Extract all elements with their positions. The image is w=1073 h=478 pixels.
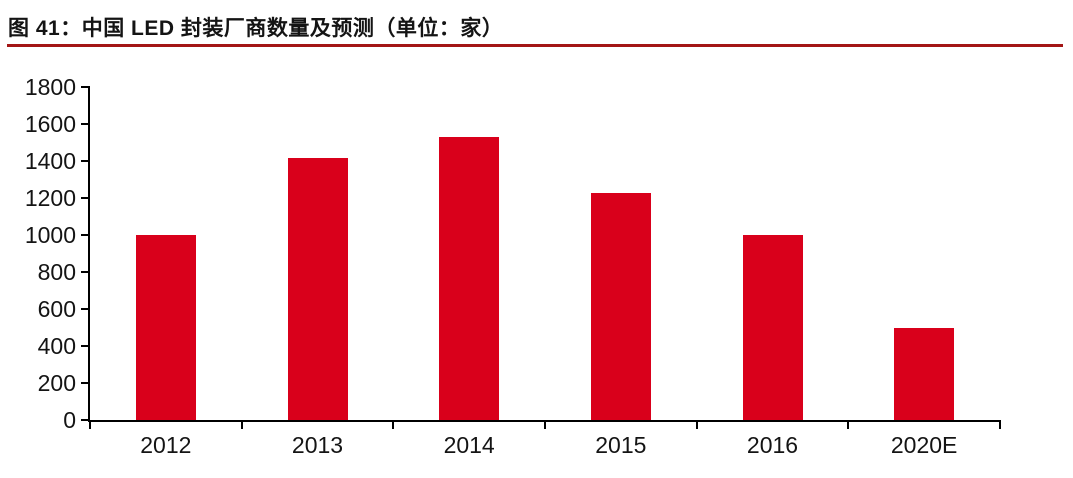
x-tick xyxy=(89,420,91,429)
x-axis-label: 2020E xyxy=(890,432,958,458)
y-tick-label: 600 xyxy=(37,296,76,322)
x-tick xyxy=(392,420,395,429)
y-axis-line xyxy=(88,87,90,422)
y-tick xyxy=(81,160,90,162)
x-tick xyxy=(999,420,1001,429)
y-tick xyxy=(81,382,90,384)
figure-title: 图 41：中国 LED 封装厂商数量及预测（单位：家） xyxy=(8,17,504,40)
x-tick xyxy=(847,420,850,429)
title-underline xyxy=(7,44,1063,47)
y-tick-label: 400 xyxy=(37,333,76,359)
bar-2015 xyxy=(590,193,651,420)
x-axis-label: 2016 xyxy=(746,432,799,458)
y-tick xyxy=(81,419,90,421)
bar-2013 xyxy=(287,158,348,420)
y-tick-label: 0 xyxy=(63,407,76,433)
x-axis-label: 2013 xyxy=(291,432,344,458)
x-tick xyxy=(544,420,546,429)
y-tick-label: 1400 xyxy=(24,148,76,174)
x-axis-label: 2014 xyxy=(443,432,495,458)
y-tick-label: 1600 xyxy=(24,111,76,137)
y-tick-label: 1200 xyxy=(24,185,76,211)
y-tick xyxy=(81,86,90,88)
y-tick xyxy=(81,197,90,199)
x-axis-label: 2015 xyxy=(595,432,647,458)
x-tick xyxy=(240,420,243,429)
y-tick xyxy=(81,308,90,310)
x-axis-label: 2012 xyxy=(140,432,192,458)
x-tick xyxy=(695,420,698,429)
y-tick xyxy=(81,234,90,236)
y-tick-label: 1800 xyxy=(24,74,76,100)
y-tick-label: 1000 xyxy=(24,222,76,248)
y-tick xyxy=(81,271,90,273)
bar-2012 xyxy=(135,235,196,420)
bar-2014 xyxy=(439,136,500,420)
y-tick xyxy=(81,345,90,347)
bar-2020E xyxy=(894,327,955,420)
bar-2016 xyxy=(742,235,803,420)
y-tick xyxy=(81,123,90,125)
y-tick-label: 200 xyxy=(37,370,76,396)
y-tick-label: 800 xyxy=(37,259,76,285)
